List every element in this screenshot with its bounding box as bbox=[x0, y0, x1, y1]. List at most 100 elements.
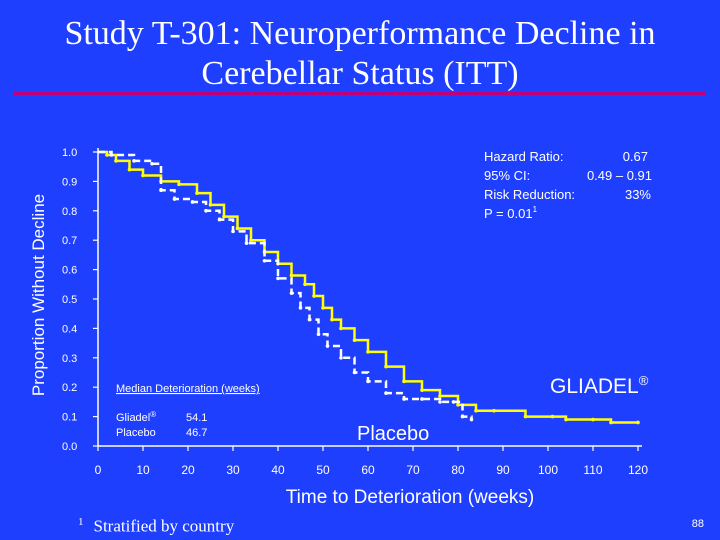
placebo-series-label: Placebo bbox=[357, 423, 429, 445]
gliadel-point bbox=[366, 350, 370, 354]
slide-title: Study T-301: Neuroperformance Decline in… bbox=[0, 14, 720, 94]
page-number: 88 bbox=[691, 518, 704, 530]
x-tick-label: 80 bbox=[451, 463, 465, 477]
x-tick-label: 10 bbox=[136, 463, 150, 477]
placebo-point bbox=[150, 161, 154, 166]
placebo-point bbox=[339, 356, 343, 360]
median-row-gliadel-value: 54.1 bbox=[186, 412, 207, 424]
y-tick-label: 0.3 bbox=[62, 353, 77, 365]
y-tick-label: 0.4 bbox=[62, 323, 77, 335]
p-value-text: P = 0.01 bbox=[484, 206, 533, 221]
placebo-point bbox=[132, 159, 136, 163]
gliadel-point bbox=[420, 388, 424, 392]
median-box: Median Deterioration (weeks) Gliadel® 54… bbox=[116, 383, 260, 439]
gliadel-point bbox=[456, 403, 460, 407]
gliadel-point bbox=[235, 226, 240, 231]
placebo-point bbox=[217, 217, 222, 222]
x-tick-label: 50 bbox=[316, 463, 330, 477]
gliadel-point bbox=[438, 394, 442, 398]
placebo-point bbox=[172, 197, 177, 201]
hazard-ratio-label: Hazard Ratio: bbox=[484, 149, 563, 164]
gliadel-point bbox=[289, 273, 294, 278]
gliadel-point bbox=[312, 294, 316, 298]
chart-axes: 0.0 0.1 0.2 0.3 0.4 0.5 0.6 0.7 0.8 0.9 1.0 0 10 20 30… bbox=[62, 147, 648, 477]
y-tick-label: 1.0 bbox=[62, 147, 77, 159]
placebo-point bbox=[289, 291, 294, 295]
gliadel-point bbox=[303, 282, 307, 287]
placebo-point bbox=[109, 153, 114, 157]
footnote: 1 Stratified by country bbox=[78, 516, 234, 537]
placebo-point bbox=[384, 391, 388, 395]
gliadel-point bbox=[330, 317, 334, 322]
placebo-point bbox=[402, 397, 406, 401]
gliadel-point bbox=[208, 203, 213, 207]
gliadel-point bbox=[609, 420, 613, 425]
x-axis-label: Time to Deterioration (weeks) bbox=[286, 487, 534, 508]
gliadel-point bbox=[591, 417, 595, 422]
placebo-point bbox=[366, 379, 370, 384]
placebo-point bbox=[469, 417, 474, 422]
title-line-1: Study T-301: Neuroperformance Decline in bbox=[64, 15, 656, 52]
y-tick-label: 0.6 bbox=[62, 265, 77, 277]
gliadel-point bbox=[222, 214, 226, 219]
placebo-point bbox=[204, 209, 208, 213]
median-row-placebo-value: 46.7 bbox=[186, 427, 207, 439]
x-tick-label: 60 bbox=[361, 463, 375, 477]
placebo-point bbox=[316, 332, 321, 337]
gliadel-point bbox=[249, 238, 253, 242]
y-tick-label: 0.8 bbox=[62, 206, 77, 218]
chart-series bbox=[98, 150, 640, 425]
placebo-point bbox=[307, 317, 312, 322]
ci-label: 95% CI: bbox=[484, 168, 530, 183]
y-tick-label: 0.5 bbox=[62, 294, 77, 306]
x-tick-label: 30 bbox=[226, 463, 240, 477]
median-header: Median Deterioration (weeks) bbox=[116, 383, 260, 395]
ci-value: 0.49 – 0.91 bbox=[587, 168, 652, 183]
x-tick-label: 70 bbox=[406, 463, 420, 477]
gliadel-point bbox=[127, 167, 132, 172]
gliadel-series-label: GLIADEL® bbox=[550, 373, 649, 398]
gliadel-point bbox=[321, 306, 325, 310]
placebo-point bbox=[460, 414, 465, 419]
placebo-point bbox=[262, 258, 267, 263]
gliadel-point bbox=[523, 414, 528, 419]
stats-box: Hazard Ratio: 0.67 95% CI: 0.49 – 0.91 R… bbox=[484, 149, 652, 221]
risk-reduction-value: 33% bbox=[625, 187, 651, 202]
gliadel-point bbox=[384, 364, 388, 369]
placebo-point bbox=[244, 241, 249, 245]
placebo-point bbox=[325, 344, 330, 348]
p-value-sup: 1 bbox=[533, 205, 538, 214]
gliadel-point bbox=[105, 153, 109, 157]
title-line-2: Cerebellar Status (ITT) bbox=[201, 55, 519, 92]
median-row-gliadel-label: Gliadel® bbox=[116, 410, 156, 424]
gliadel-point bbox=[195, 191, 199, 195]
x-tick-label: 0 bbox=[95, 463, 102, 477]
placebo-curve bbox=[98, 150, 473, 420]
footnote-mark: 1 bbox=[78, 516, 84, 528]
gliadel-point bbox=[402, 379, 406, 384]
gliadel-point bbox=[114, 159, 118, 163]
placebo-point bbox=[231, 229, 235, 234]
y-tick-label: 0.0 bbox=[62, 441, 77, 453]
placebo-point bbox=[298, 306, 303, 310]
x-tick-label: 100 bbox=[538, 463, 558, 477]
p-value: P = 0.011 bbox=[484, 205, 538, 221]
title-rule bbox=[14, 92, 706, 95]
x-tick-label: 20 bbox=[181, 463, 195, 477]
x-tick-label: 120 bbox=[628, 463, 648, 477]
gliadel-point bbox=[550, 414, 555, 419]
placebo-point bbox=[438, 400, 442, 404]
y-tick-label: 0.1 bbox=[62, 412, 77, 424]
y-tick-label: 0.2 bbox=[62, 382, 77, 394]
x-tick-label: 110 bbox=[583, 463, 602, 477]
placebo-point bbox=[352, 370, 357, 375]
placebo-point bbox=[276, 276, 280, 281]
hazard-ratio-value: 0.67 bbox=[623, 149, 648, 164]
gliadel-point bbox=[564, 417, 568, 422]
gliadel-point bbox=[177, 182, 181, 187]
footnote-text: Stratified by country bbox=[93, 516, 235, 536]
y-tick-label: 0.7 bbox=[62, 235, 77, 247]
gliadel-point bbox=[492, 408, 496, 413]
placebo-point bbox=[190, 200, 195, 204]
